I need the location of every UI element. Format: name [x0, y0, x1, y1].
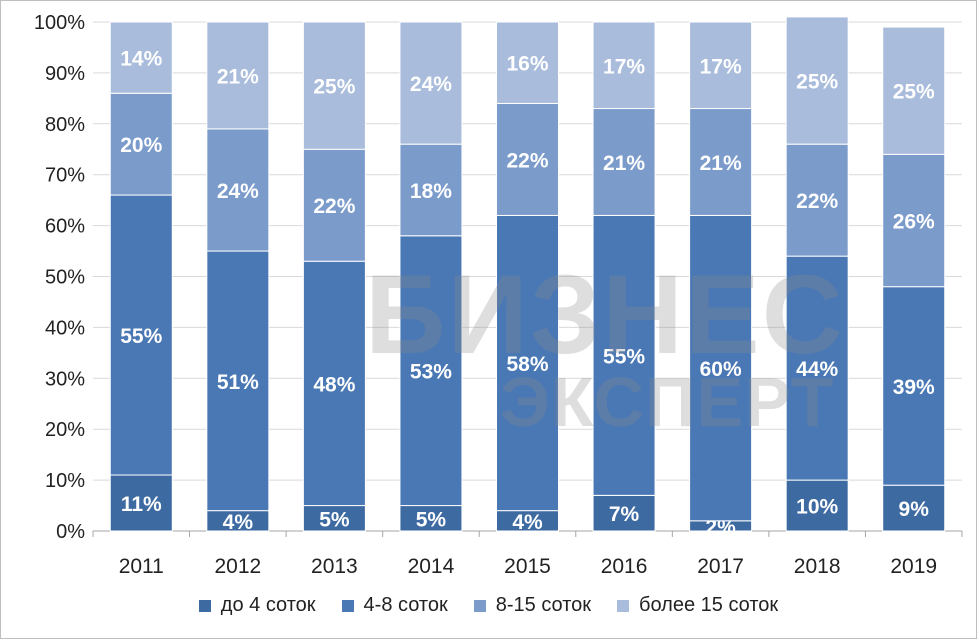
x-tick-label: 2019 — [890, 555, 937, 578]
data-label: 60% — [700, 358, 742, 381]
bar-segment-1 — [302, 260, 366, 507]
bar-segment-1 — [592, 214, 656, 496]
bar-segment-1 — [399, 235, 463, 507]
bar-segment-2 — [689, 108, 753, 216]
data-label: 21% — [603, 152, 645, 175]
legend-item-0: до 4 соток — [198, 594, 316, 617]
bar-segment-1 — [109, 194, 173, 476]
chart-legend: до 4 соток 4-8 соток 8-15 соток более 15… — [0, 594, 977, 617]
legend-swatch-3 — [617, 599, 630, 612]
bar-segment-3 — [399, 21, 463, 145]
bar-segment-2 — [592, 108, 656, 216]
legend-swatch-0 — [198, 599, 211, 612]
legend-label-1: 4-8 соток — [363, 594, 448, 616]
data-label: 48% — [313, 373, 355, 396]
x-tick-label: 2017 — [697, 555, 744, 578]
data-label: 22% — [506, 149, 548, 172]
bar-segment-0 — [109, 474, 173, 532]
data-label: 20% — [120, 134, 162, 157]
data-label: 44% — [796, 358, 838, 381]
data-label: 24% — [410, 73, 452, 96]
legend-item-2: 8-15 соток — [473, 594, 592, 617]
data-label: 14% — [120, 48, 162, 71]
y-tick-label: 90% — [45, 63, 85, 85]
y-tick-label: 40% — [45, 317, 85, 339]
data-label: 26% — [893, 211, 935, 234]
bar-segment-1 — [689, 214, 753, 522]
bar-segment-0 — [399, 505, 463, 532]
bar-segment-3 — [496, 21, 559, 104]
bar-segment-3 — [206, 21, 270, 130]
data-label: 10% — [796, 496, 838, 519]
x-tick-label: 2016 — [601, 555, 648, 578]
data-label: 22% — [796, 190, 838, 213]
bar-segment-3 — [592, 21, 656, 110]
y-tick-label: 0% — [56, 521, 85, 543]
bar-segment-0 — [592, 494, 656, 532]
bar-segment-3 — [302, 21, 366, 150]
data-label: 11% — [121, 493, 162, 516]
y-tick-label: 20% — [45, 419, 85, 441]
y-tick-label: 50% — [45, 267, 85, 289]
data-label: 58% — [506, 353, 548, 376]
bar-segment-3 — [689, 21, 753, 110]
legend-label-0: до 4 соток — [220, 594, 316, 616]
data-label: 4% — [512, 511, 543, 534]
data-label: 21% — [217, 65, 259, 88]
data-label: 5% — [319, 508, 350, 531]
legend-item-1: 4-8 соток — [341, 594, 448, 617]
x-tick-label: 2012 — [214, 555, 261, 578]
x-tick-label: 2015 — [504, 555, 551, 578]
bar-segment-2 — [206, 128, 270, 252]
data-label: 24% — [217, 180, 259, 203]
y-tick-label: 60% — [45, 216, 85, 238]
y-tick-label: 80% — [45, 114, 85, 136]
x-tick-label: 2014 — [408, 555, 455, 578]
y-tick-label: 70% — [45, 165, 85, 187]
legend-swatch-2 — [473, 599, 486, 612]
bar-segment-0 — [302, 505, 366, 532]
data-label: 55% — [120, 325, 162, 348]
data-label: 39% — [893, 376, 935, 399]
data-label: 16% — [506, 53, 548, 76]
data-label: 2% — [705, 516, 736, 539]
y-tick-label: 10% — [45, 470, 85, 492]
bar-segment-2 — [882, 153, 946, 288]
legend-swatch-1 — [341, 599, 354, 612]
data-label: 5% — [416, 508, 447, 531]
bar-segment-2 — [399, 143, 463, 237]
data-label: 17% — [700, 55, 742, 78]
bar-segment-3 — [785, 16, 849, 145]
bar-segment-2 — [302, 148, 366, 262]
data-label: 51% — [217, 371, 259, 394]
bar-segment-0 — [882, 484, 946, 532]
bar-segment-1 — [496, 214, 559, 512]
data-label: 4% — [223, 511, 254, 534]
data-label: 22% — [313, 195, 355, 218]
data-label: 17% — [603, 55, 645, 78]
data-label: 25% — [893, 81, 935, 104]
y-tick-label: 30% — [45, 368, 85, 390]
bar-segment-3 — [109, 21, 173, 94]
legend-item-3: более 15 соток — [617, 594, 778, 617]
bar-segment-3 — [882, 26, 946, 155]
data-label: 55% — [603, 345, 645, 368]
x-tick-label: 2018 — [794, 555, 841, 578]
data-label: 9% — [899, 498, 930, 521]
data-label: 25% — [313, 76, 355, 99]
data-label: 53% — [410, 361, 452, 384]
legend-label-2: 8-15 соток — [495, 594, 592, 616]
bar-segment-1 — [882, 286, 946, 486]
y-tick-label: 100% — [34, 12, 85, 34]
bar-segment-1 — [785, 255, 849, 481]
data-label: 18% — [410, 180, 452, 203]
data-label: 7% — [609, 503, 640, 526]
x-tick-label: 2011 — [119, 555, 164, 578]
data-label: 25% — [796, 71, 838, 94]
legend-label-3: более 15 соток — [639, 594, 779, 616]
x-tick-label: 2013 — [311, 555, 358, 578]
data-label: 21% — [700, 152, 742, 175]
bar-segment-2 — [496, 102, 559, 216]
